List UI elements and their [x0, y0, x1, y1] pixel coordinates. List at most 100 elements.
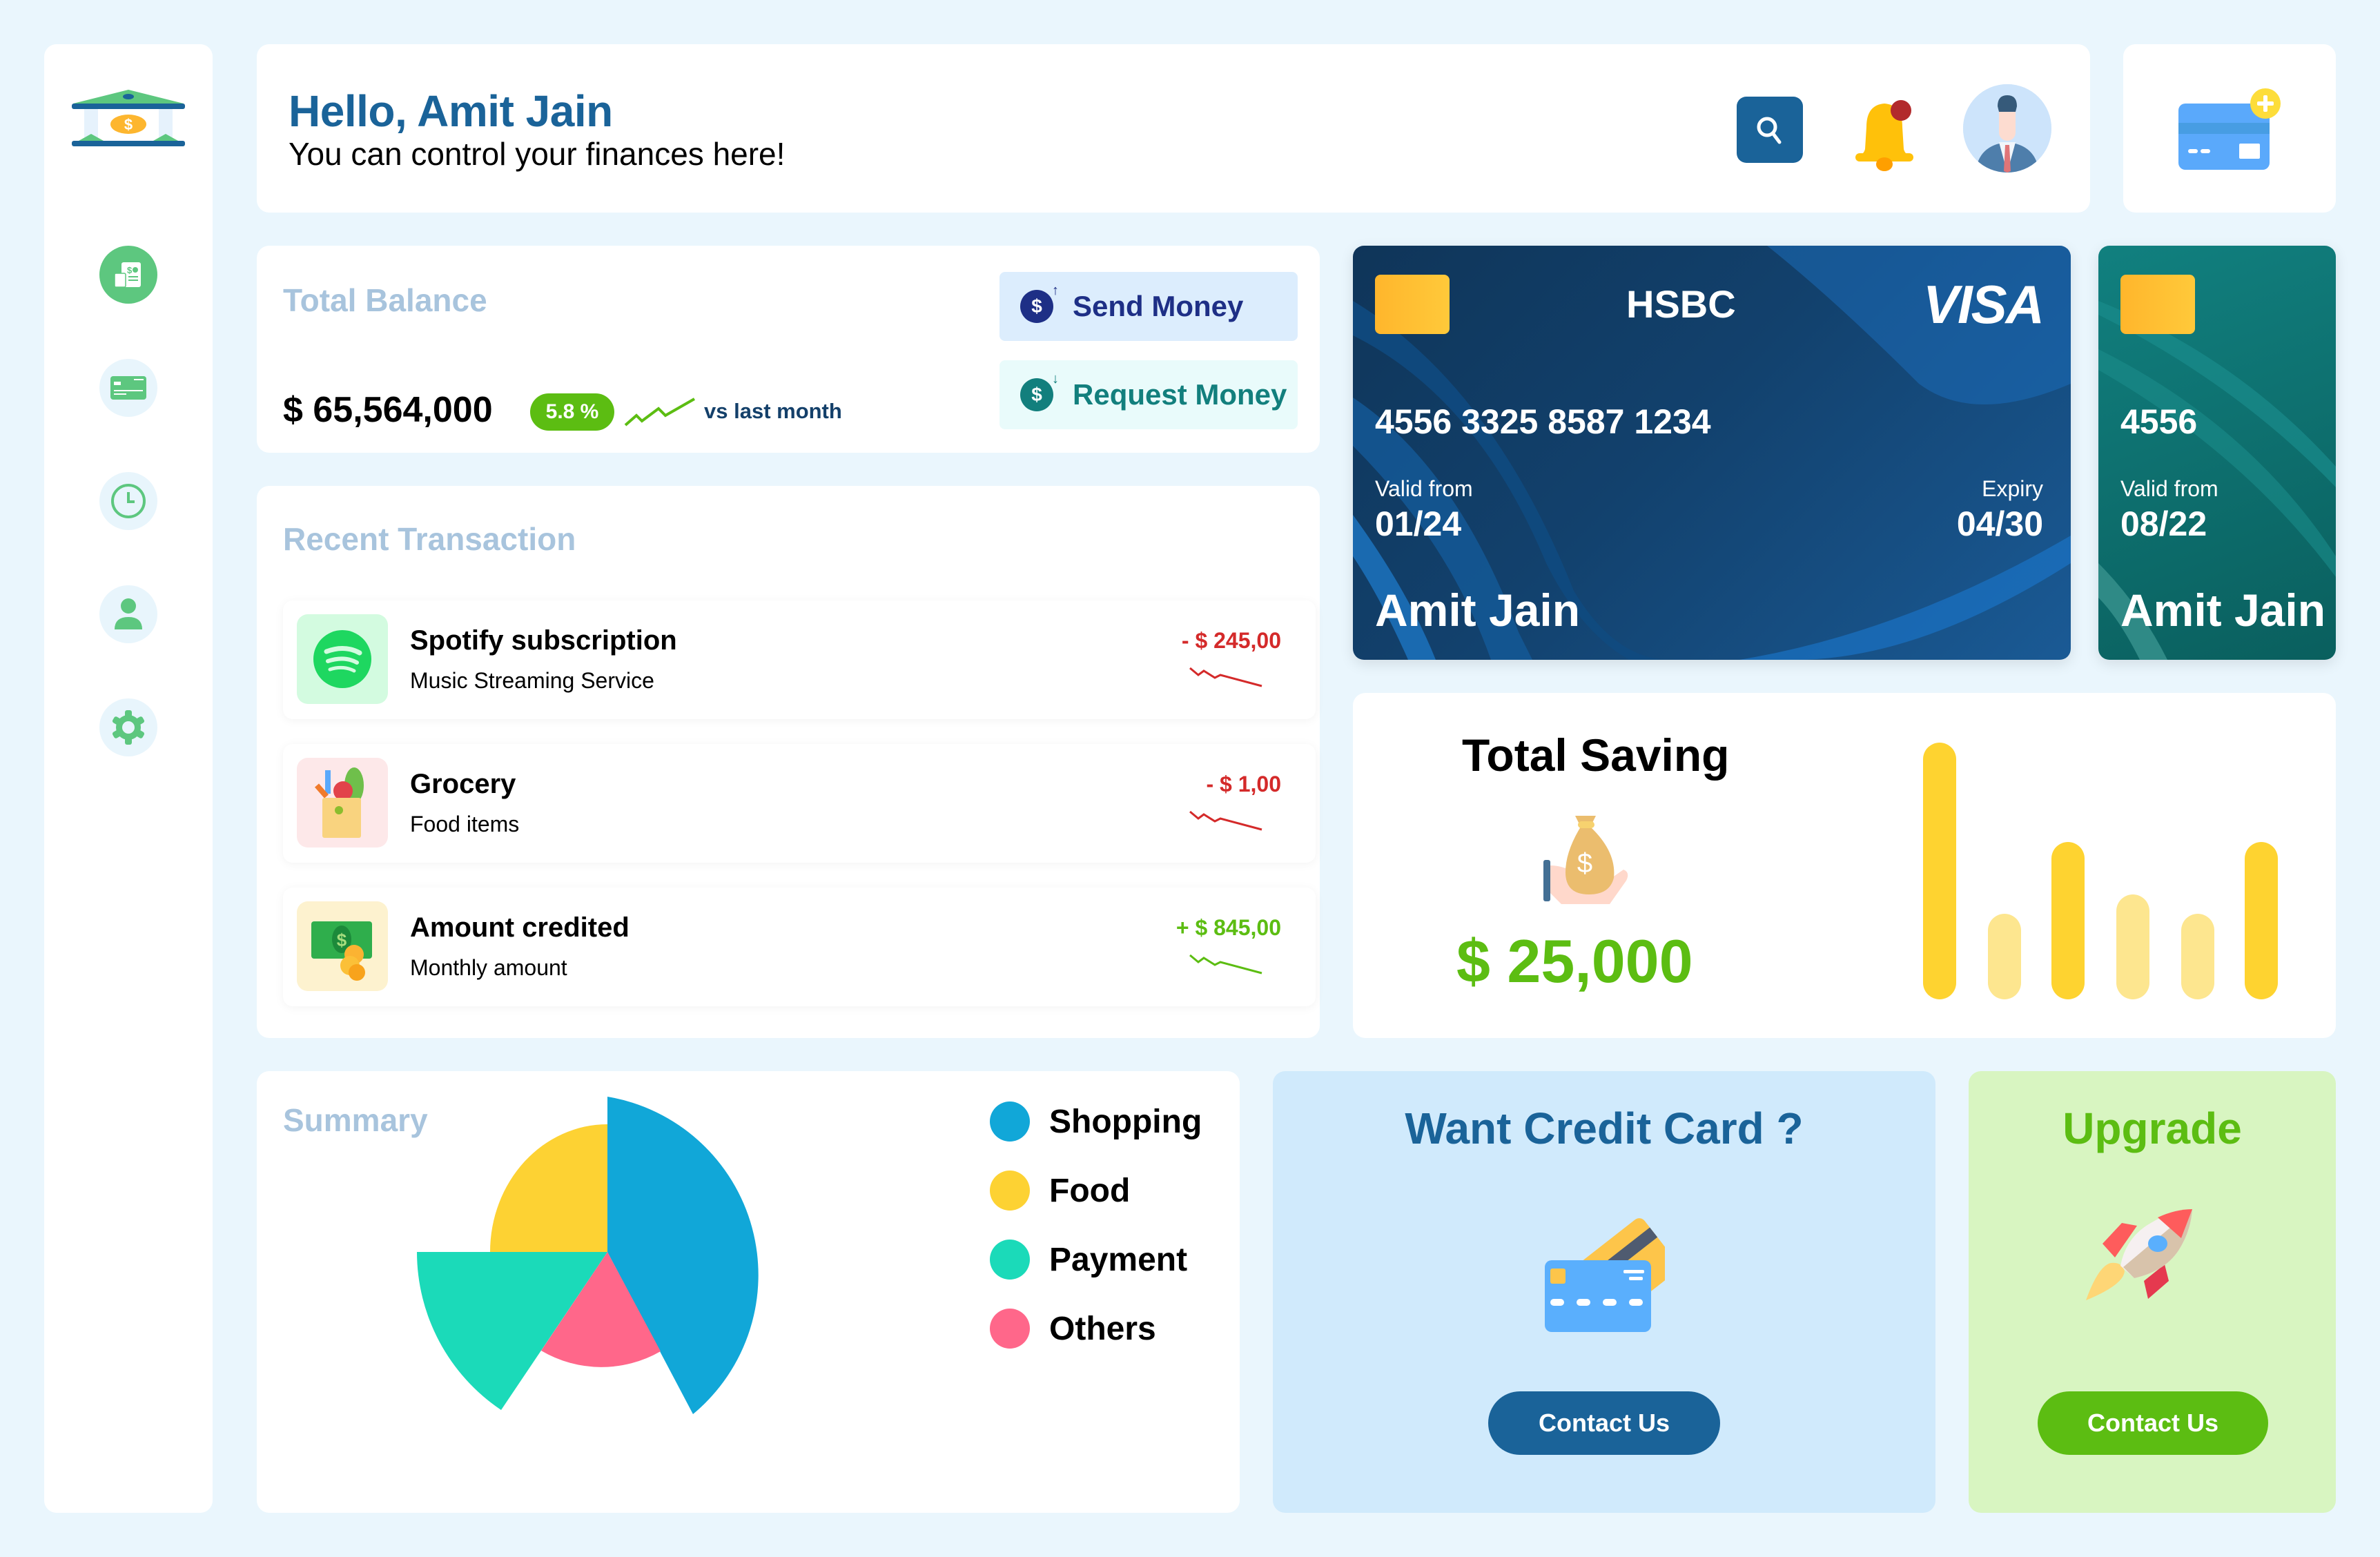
comparison-label: vs last month [704, 399, 842, 423]
change-badge: 5.8 % [530, 393, 614, 431]
legend-payment[interactable]: Payment [990, 1240, 1187, 1280]
transaction-title: Spotify subscription [410, 625, 677, 656]
grocery-bag-icon [297, 758, 388, 848]
clock-icon [111, 484, 146, 518]
legend-label: Others [1049, 1310, 1156, 1347]
sidebar: $ $ [44, 44, 213, 1513]
transaction-row[interactable]: Grocery Food items - $ 1,00 [283, 744, 1316, 863]
header: Hello, Amit Jain You can control your fi… [257, 44, 2090, 213]
legend-dot-icon [990, 1309, 1030, 1349]
saving-bar [2051, 842, 2085, 999]
saving-bar [2245, 842, 2278, 999]
search-button[interactable] [1737, 97, 1803, 163]
balance-amount: $ 65,564,000 [283, 390, 493, 430]
upgrade-contact-us-button[interactable]: Contact Us [2038, 1391, 2268, 1455]
valid-from-value: 01/24 [1375, 505, 1462, 543]
cash-icon: $ [297, 901, 388, 991]
bank-logo-icon: $ [72, 90, 185, 146]
sidebar-item-profile[interactable] [99, 585, 157, 643]
bank-name: HSBC [1626, 282, 1736, 326]
legend-label: Food [1049, 1172, 1131, 1209]
rocket-icon [2086, 1209, 2192, 1300]
saving-title: Total Saving [1462, 729, 1730, 781]
request-money-label: Request Money [1073, 378, 1287, 411]
add-card-button[interactable] [2123, 44, 2336, 213]
transaction-subtitle: Food items [410, 812, 520, 836]
promo-title: Want Credit Card ? [1405, 1104, 1804, 1153]
transactions-title: Recent Transaction [283, 521, 576, 557]
sidebar-item-cards[interactable] [99, 359, 157, 417]
recent-transactions: Recent Transaction Spotify subscription … [257, 486, 1320, 1038]
svg-text:$: $ [1577, 848, 1592, 879]
balance-title: Total Balance [283, 282, 487, 318]
legend-shopping[interactable]: Shopping [990, 1101, 1202, 1142]
saving-bar [1923, 743, 1956, 999]
credit-card-hsbc[interactable]: HSBC VISA 4556 3325 8587 1234 Valid from… [1353, 246, 2071, 660]
card-holder: Amit Jain [1375, 585, 1581, 636]
trend-down-icon [1189, 667, 1262, 687]
upgrade-promo: Upgrade Contact Us [1969, 1071, 2336, 1513]
promo-title: Upgrade [2062, 1104, 2242, 1153]
contact-us-button[interactable]: Contact Us [1488, 1391, 1720, 1455]
polar-area-chart[interactable] [257, 1071, 947, 1513]
slice-shopping [607, 1097, 759, 1414]
send-money-icon: $ ↑ [1020, 283, 1059, 323]
sidebar-item-dashboard[interactable]: $ [99, 246, 157, 304]
summary-card: Summary Shopping Food Payment Others [257, 1071, 1240, 1513]
legend-others[interactable]: Others [990, 1309, 1156, 1349]
legend-dot-icon [990, 1171, 1030, 1211]
sidebar-item-history[interactable] [99, 472, 157, 530]
legend-label: Payment [1049, 1241, 1188, 1278]
legend-food[interactable]: Food [990, 1171, 1130, 1211]
svg-text:$: $ [337, 930, 347, 950]
valid-from-value: 08/22 [2120, 505, 2207, 543]
credit-card-icon [110, 376, 146, 400]
card-holder: Amit Jain [2120, 585, 2326, 636]
transaction-title: Grocery [410, 769, 516, 799]
trend-up-icon [624, 398, 695, 427]
total-balance-card: Total Balance $ 65,564,000 5.8 % vs last… [257, 246, 1320, 453]
credit-card-promo: Want Credit Card ? Contact Us [1273, 1071, 1935, 1513]
slice-payment [417, 1252, 607, 1410]
transaction-amount: - $ 245,00 [1181, 628, 1281, 653]
expiry-value: 04/30 [1956, 505, 2043, 543]
legend-dot-icon [990, 1101, 1030, 1142]
subtitle: You can control your finances here! [289, 136, 786, 172]
card-number: 4556 3325 8587 1234 [1375, 402, 1711, 441]
svg-text:$: $ [127, 265, 133, 275]
sidebar-item-settings[interactable] [99, 698, 157, 756]
transaction-subtitle: Monthly amount [410, 955, 567, 980]
trend-down-icon [1189, 810, 1262, 831]
credit-card-secondary[interactable]: 4556 Valid from 08/22 Amit Jain [2098, 246, 2336, 660]
svg-text:$: $ [124, 116, 133, 133]
gear-icon [112, 710, 145, 745]
total-saving-card: Total Saving $ $ 25,000 [1353, 693, 2336, 1038]
send-money-button[interactable]: $ ↑ Send Money [999, 272, 1298, 341]
transaction-amount: + $ 845,00 [1176, 915, 1281, 940]
avatar[interactable] [1963, 84, 2051, 173]
request-money-button[interactable]: $ ↓ Request Money [999, 360, 1298, 429]
notification-dot [1891, 100, 1911, 121]
transaction-amount: - $ 1,00 [1206, 772, 1281, 796]
transaction-row[interactable]: $ Amount credited Monthly amount + $ 845… [283, 888, 1316, 1006]
invoice-icon: $ [114, 262, 141, 288]
summary-title: Summary [283, 1102, 428, 1138]
chip-icon [2120, 275, 2195, 334]
transaction-subtitle: Music Streaming Service [410, 668, 654, 693]
user-icon [115, 598, 142, 629]
legend-label: Shopping [1049, 1103, 1202, 1140]
transaction-row[interactable]: Spotify subscription Music Streaming Ser… [283, 600, 1316, 719]
spotify-icon [297, 614, 388, 704]
trend-icon [1189, 954, 1262, 975]
card-wave-pattern [1353, 246, 2071, 660]
saving-bar [2181, 914, 2214, 999]
credit-cards-icon [1545, 1218, 1665, 1332]
add-card-icon [2178, 88, 2281, 170]
send-money-label: Send Money [1073, 290, 1244, 322]
bell-icon[interactable] [1850, 97, 1919, 171]
valid-from-label: Valid from [2120, 476, 2218, 501]
expiry-label: Expiry [1982, 476, 2043, 501]
saving-amount: $ 25,000 [1456, 927, 1693, 995]
chip-icon [1375, 275, 1450, 334]
transaction-title: Amount credited [410, 912, 630, 943]
